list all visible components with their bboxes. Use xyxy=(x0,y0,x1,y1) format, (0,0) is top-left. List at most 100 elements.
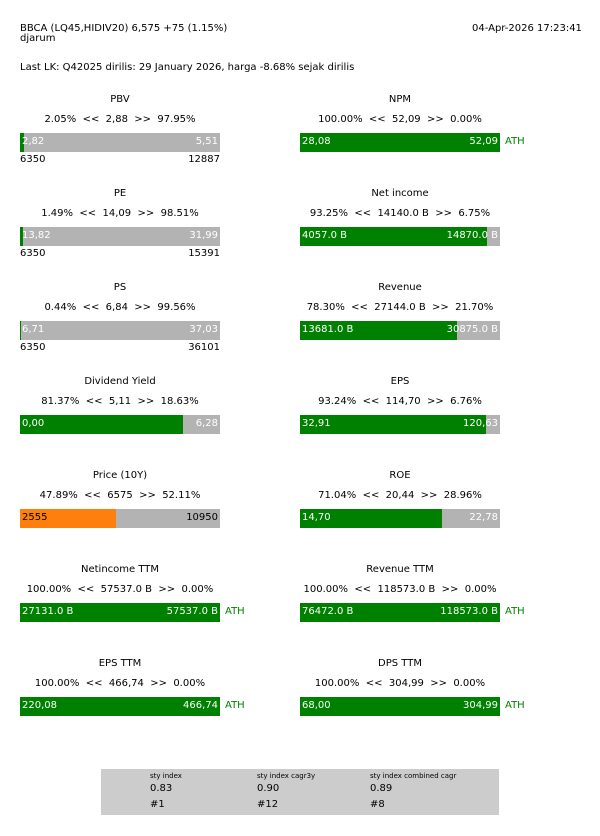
metric-range-bar: 27131.0 B 57537.0 B xyxy=(20,603,220,622)
metric-high-value: 5,51 xyxy=(195,136,218,147)
metric-title: DPS TTM xyxy=(378,658,422,669)
metric-low-value: 14,70 xyxy=(302,512,331,523)
metric-percentile-stats: 100.00% << 466,74 >> 0.00% xyxy=(34,678,206,689)
footer-rank: #12 xyxy=(257,799,279,810)
metric-range-bar: 76472.0 B 118573.0 B xyxy=(300,603,500,622)
footer-rank: #1 xyxy=(150,799,165,810)
ath-label: ATH xyxy=(505,136,525,147)
metric-range-bar: 32,91 120,63 xyxy=(300,415,500,434)
ath-label: ATH xyxy=(505,700,525,711)
metric-title: Dividend Yield xyxy=(84,376,156,387)
metric-percentile-stats: 78.30% << 27144.0 B >> 21.70% xyxy=(306,302,494,313)
metric-high-value: 466,74 xyxy=(183,700,218,711)
metric-range-fill xyxy=(300,509,443,528)
metric-range-fill xyxy=(20,697,220,716)
metric-percentile-stats: 81.37% << 5,11 >> 18.63% xyxy=(41,396,199,407)
metric-range-max: 12887 xyxy=(188,154,220,165)
metric-panel: PS 0.44% << 6,84 >> 99.56% 6,71 37,03 6350 36… xyxy=(20,260,260,353)
metric-range-bar: 13,82 31,99 xyxy=(20,227,220,246)
metric-range-fill xyxy=(300,321,457,340)
metric-low-value: 0,00 xyxy=(22,418,45,429)
metric-high-value: 52,09 xyxy=(469,136,498,147)
metric-range-bar: 220,08 466,74 xyxy=(20,697,220,716)
metric-low-value: 13681.0 B xyxy=(302,324,354,335)
footer-value: 0.83 xyxy=(150,783,173,794)
metric-range-bar: 2,82 5,51 xyxy=(20,133,220,152)
last-report-info: Last LK: Q42025 dirilis: 29 January 2026… xyxy=(20,62,355,73)
ath-label: ATH xyxy=(505,606,525,617)
metric-panel: Revenue TTM 100.00% << 118573.0 B >> 0.00… xyxy=(300,542,540,632)
metric-range-fill xyxy=(20,415,183,434)
metric-high-value: 304,99 xyxy=(463,700,498,711)
metric-percentile-stats: 100.00% << 57537.0 B >> 0.00% xyxy=(26,584,214,595)
metric-range-bar: 6,71 37,03 xyxy=(20,321,220,340)
footer-label: sty index cagr3y xyxy=(257,772,316,780)
metric-panel: DPS TTM 100.00% << 304,99 >> 0.00% 68,00 30… xyxy=(300,636,540,726)
metric-range-bar: 68,00 304,99 xyxy=(300,697,500,716)
metric-high-value: 31,99 xyxy=(189,230,218,241)
metric-high-value: 30875.0 B xyxy=(446,324,498,335)
metric-range-bar: 13681.0 B 30875.0 B xyxy=(300,321,500,340)
metric-low-value: 76472.0 B xyxy=(302,606,354,617)
metric-range-fill xyxy=(300,697,500,716)
metric-range-min: 6350 xyxy=(20,154,46,165)
metric-percentile-stats: 100.00% << 52,09 >> 0.00% xyxy=(318,114,482,125)
metric-panel: Revenue 78.30% << 27144.0 B >> 21.70% 1368… xyxy=(300,260,540,350)
sty-index-footer: sty index 0.83 #1 sty index cagr3y 0.90 … xyxy=(101,769,499,815)
metric-panel: Price (10Y) 47.89% << 6575 >> 52.11% 2555 1… xyxy=(20,448,260,538)
metric-percentile-stats: 2.05% << 2,88 >> 97.95% xyxy=(44,114,196,125)
metric-percentile-stats: 100.00% << 118573.0 B >> 0.00% xyxy=(303,584,497,595)
metric-high-value: 57537.0 B xyxy=(166,606,218,617)
metric-title: NPM xyxy=(388,94,412,105)
metric-low-value: 4057.0 B xyxy=(302,230,348,241)
metric-percentile-stats: 1.49% << 14,09 >> 98.51% xyxy=(41,208,199,219)
metric-percentile-stats: 0.44% << 6,84 >> 99.56% xyxy=(44,302,196,313)
metric-title: Revenue TTM xyxy=(366,564,434,575)
metric-percentile-stats: 93.25% << 14140.0 B >> 6.75% xyxy=(309,208,491,219)
metric-panel: PBV 2.05% << 2,88 >> 97.95% 2,82 5,51 6350 12… xyxy=(20,72,260,165)
metric-percentile-stats: 93.24% << 114,70 >> 6.76% xyxy=(318,396,482,407)
metric-panel: NPM 100.00% << 52,09 >> 0.00% 28,08 52,09 AT… xyxy=(300,72,540,162)
metric-range-fill xyxy=(300,227,487,246)
footer-rank: #8 xyxy=(370,799,385,810)
metric-range-bar: 0,00 6,28 xyxy=(20,415,220,434)
metric-title: Revenue xyxy=(378,282,422,293)
metric-title: PS xyxy=(113,282,127,293)
metric-low-value: 28,08 xyxy=(302,136,331,147)
metric-range-fill xyxy=(300,415,487,434)
metric-title: Netincome TTM xyxy=(80,564,160,575)
metric-title: PE xyxy=(113,188,127,199)
metric-title: EPS TTM xyxy=(98,658,142,669)
metric-high-value: 118573.0 B xyxy=(440,606,498,617)
metric-range-fill xyxy=(300,603,500,622)
footer-value: 0.89 xyxy=(370,783,393,794)
metric-low-value: 13,82 xyxy=(22,230,51,241)
metric-high-value: 120,63 xyxy=(463,418,498,429)
metric-title: Net income xyxy=(371,188,429,199)
metric-percentile-stats: 71.04% << 20,44 >> 28.96% xyxy=(318,490,482,501)
metric-low-value: 27131.0 B xyxy=(22,606,74,617)
metric-range-bar: 14,70 22,78 xyxy=(300,509,500,528)
metric-panel: Net income 93.25% << 14140.0 B >> 6.75% 40… xyxy=(300,166,540,256)
ath-label: ATH xyxy=(225,700,245,711)
metric-percentile-stats: 100.00% << 304,99 >> 0.00% xyxy=(314,678,486,689)
metric-low-value: 32,91 xyxy=(302,418,331,429)
ath-label: ATH xyxy=(225,606,245,617)
metric-range-max: 15391 xyxy=(188,248,220,259)
metric-title: Price (10Y) xyxy=(92,470,148,481)
footer-label: sty index xyxy=(150,772,182,780)
metric-low-value: 2,82 xyxy=(22,136,45,147)
metric-range-bar: 4057.0 B 14870.0 B xyxy=(300,227,500,246)
metric-low-value: 6,71 xyxy=(22,324,45,335)
footer-value: 0.90 xyxy=(257,783,280,794)
metric-range-fill xyxy=(300,133,500,152)
metric-panel: PE 1.49% << 14,09 >> 98.51% 13,82 31,99 6350… xyxy=(20,166,260,259)
metric-title: ROE xyxy=(389,470,411,481)
metric-low-value: 2555 xyxy=(22,512,48,523)
metric-panel: ROE 71.04% << 20,44 >> 28.96% 14,70 22,78 xyxy=(300,448,540,538)
metric-high-value: 10950 xyxy=(186,512,218,523)
metric-panel: EPS TTM 100.00% << 466,74 >> 0.00% 220,08 4… xyxy=(20,636,260,726)
metric-panel: Netincome TTM 100.00% << 57537.0 B >> 0.0… xyxy=(20,542,260,632)
metric-high-value: 6,28 xyxy=(195,418,218,429)
report-datetime: 04-Apr-2026 17:23:41 xyxy=(472,23,582,34)
